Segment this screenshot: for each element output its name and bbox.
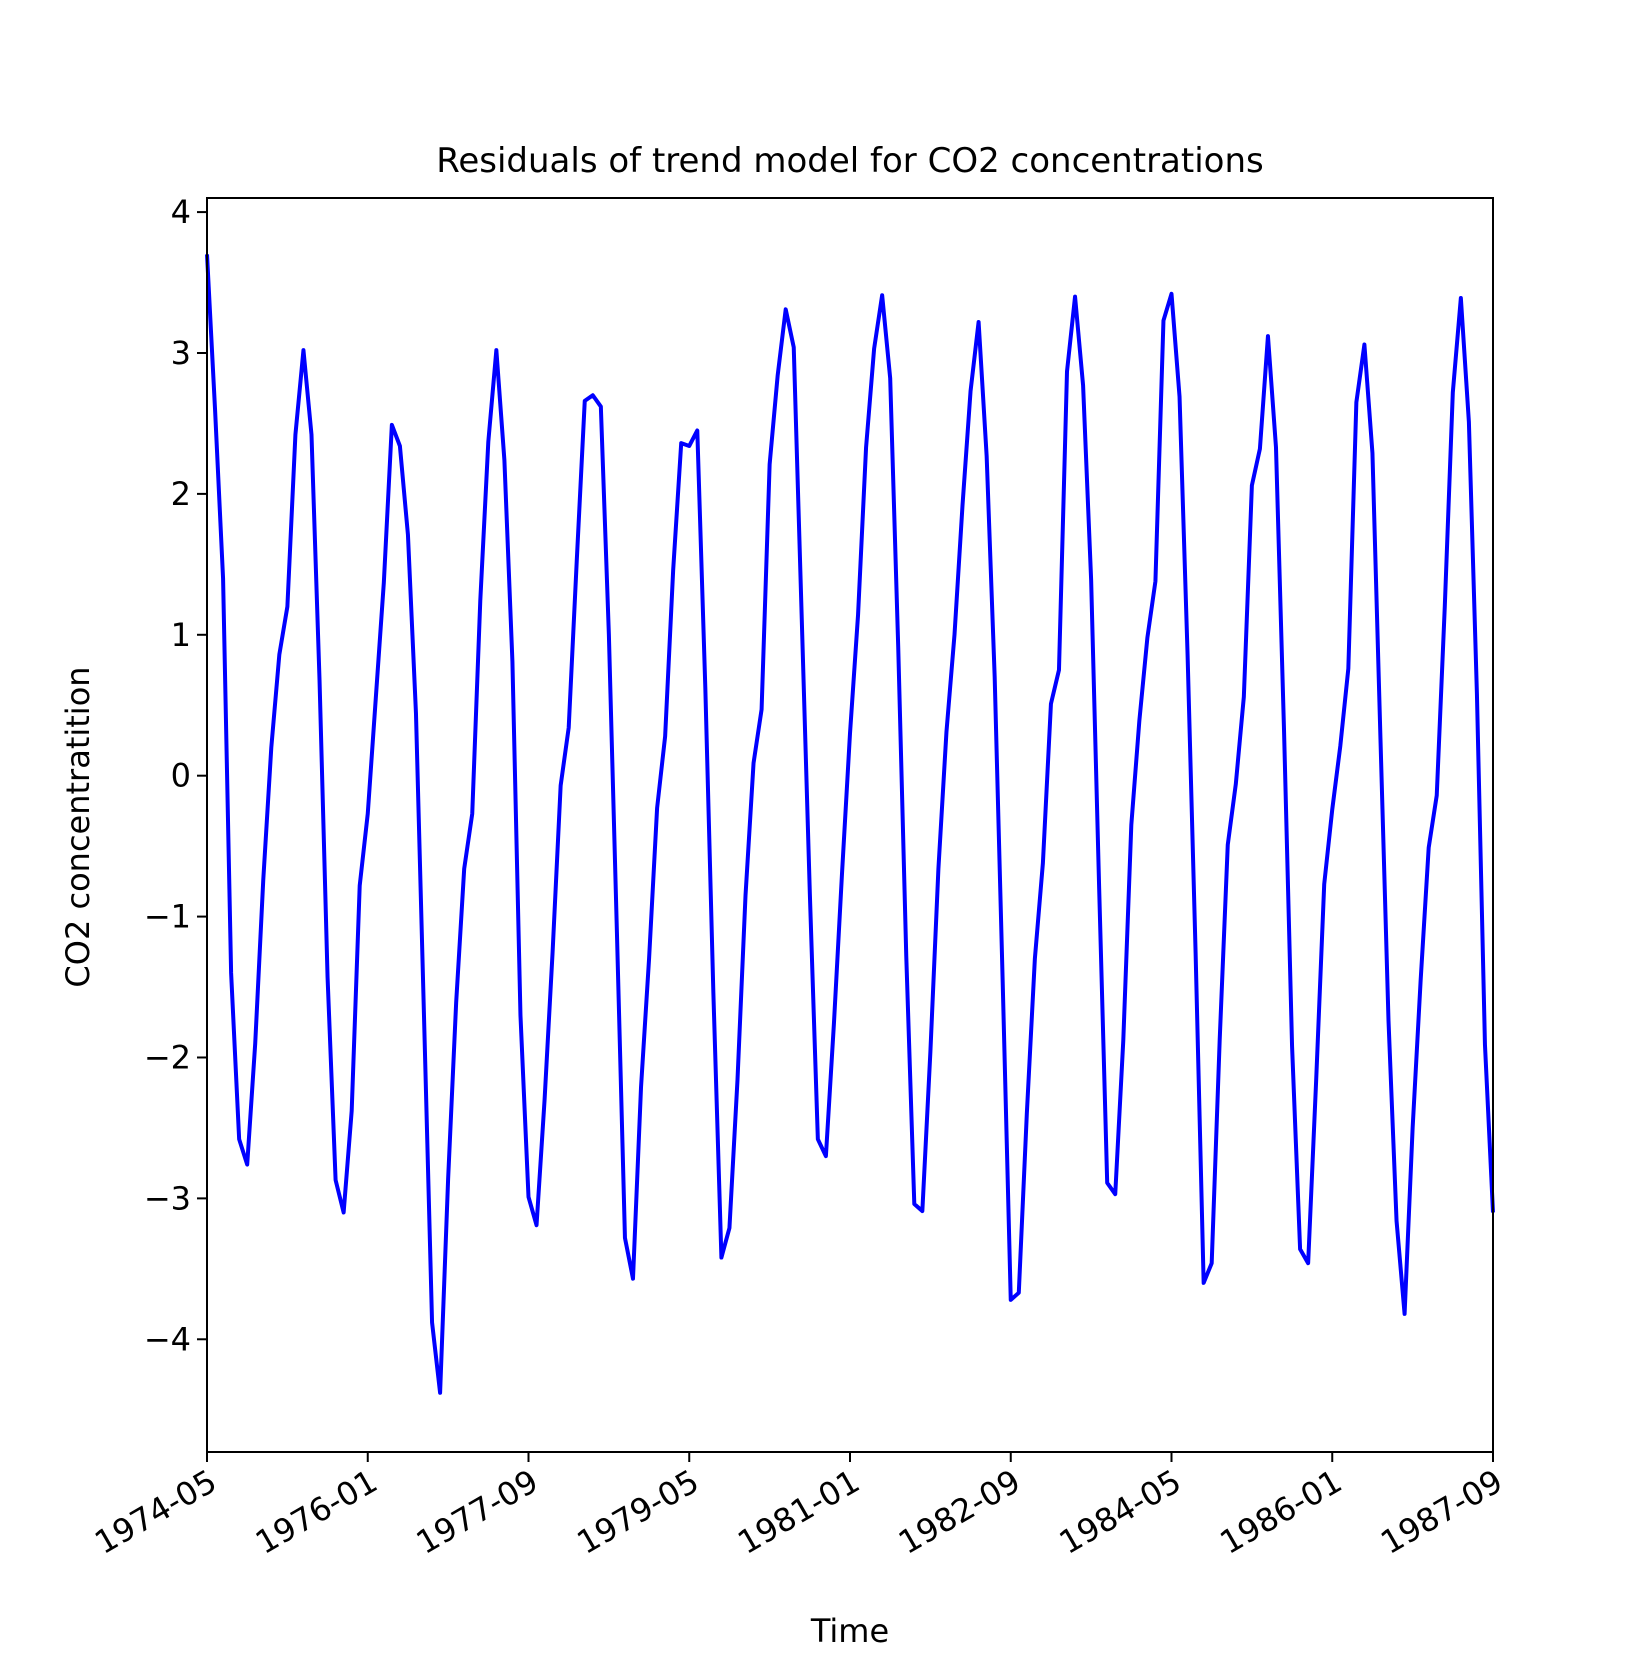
y-tick-label: −1 (144, 898, 191, 936)
series-line-residuals (205, 254, 1495, 1395)
y-axis-ticks: 4 3 2 1 0 −1 −2 −3 −4 (144, 193, 207, 1358)
x-axis-label: Time (810, 1612, 889, 1650)
chart-title: Residuals of trend model for CO2 concent… (436, 141, 1263, 181)
y-tick-label: 3 (171, 334, 191, 372)
y-tick-label: 2 (171, 475, 191, 513)
y-tick-label: −4 (144, 1320, 191, 1358)
y-tick-label: 1 (171, 616, 191, 654)
y-axis-label: CO2 concentratition (59, 666, 97, 987)
y-tick-label: −3 (144, 1179, 191, 1217)
y-tick-label: −2 (144, 1038, 191, 1076)
y-tick-label: 4 (171, 193, 191, 231)
y-tick-label: 0 (171, 757, 191, 795)
